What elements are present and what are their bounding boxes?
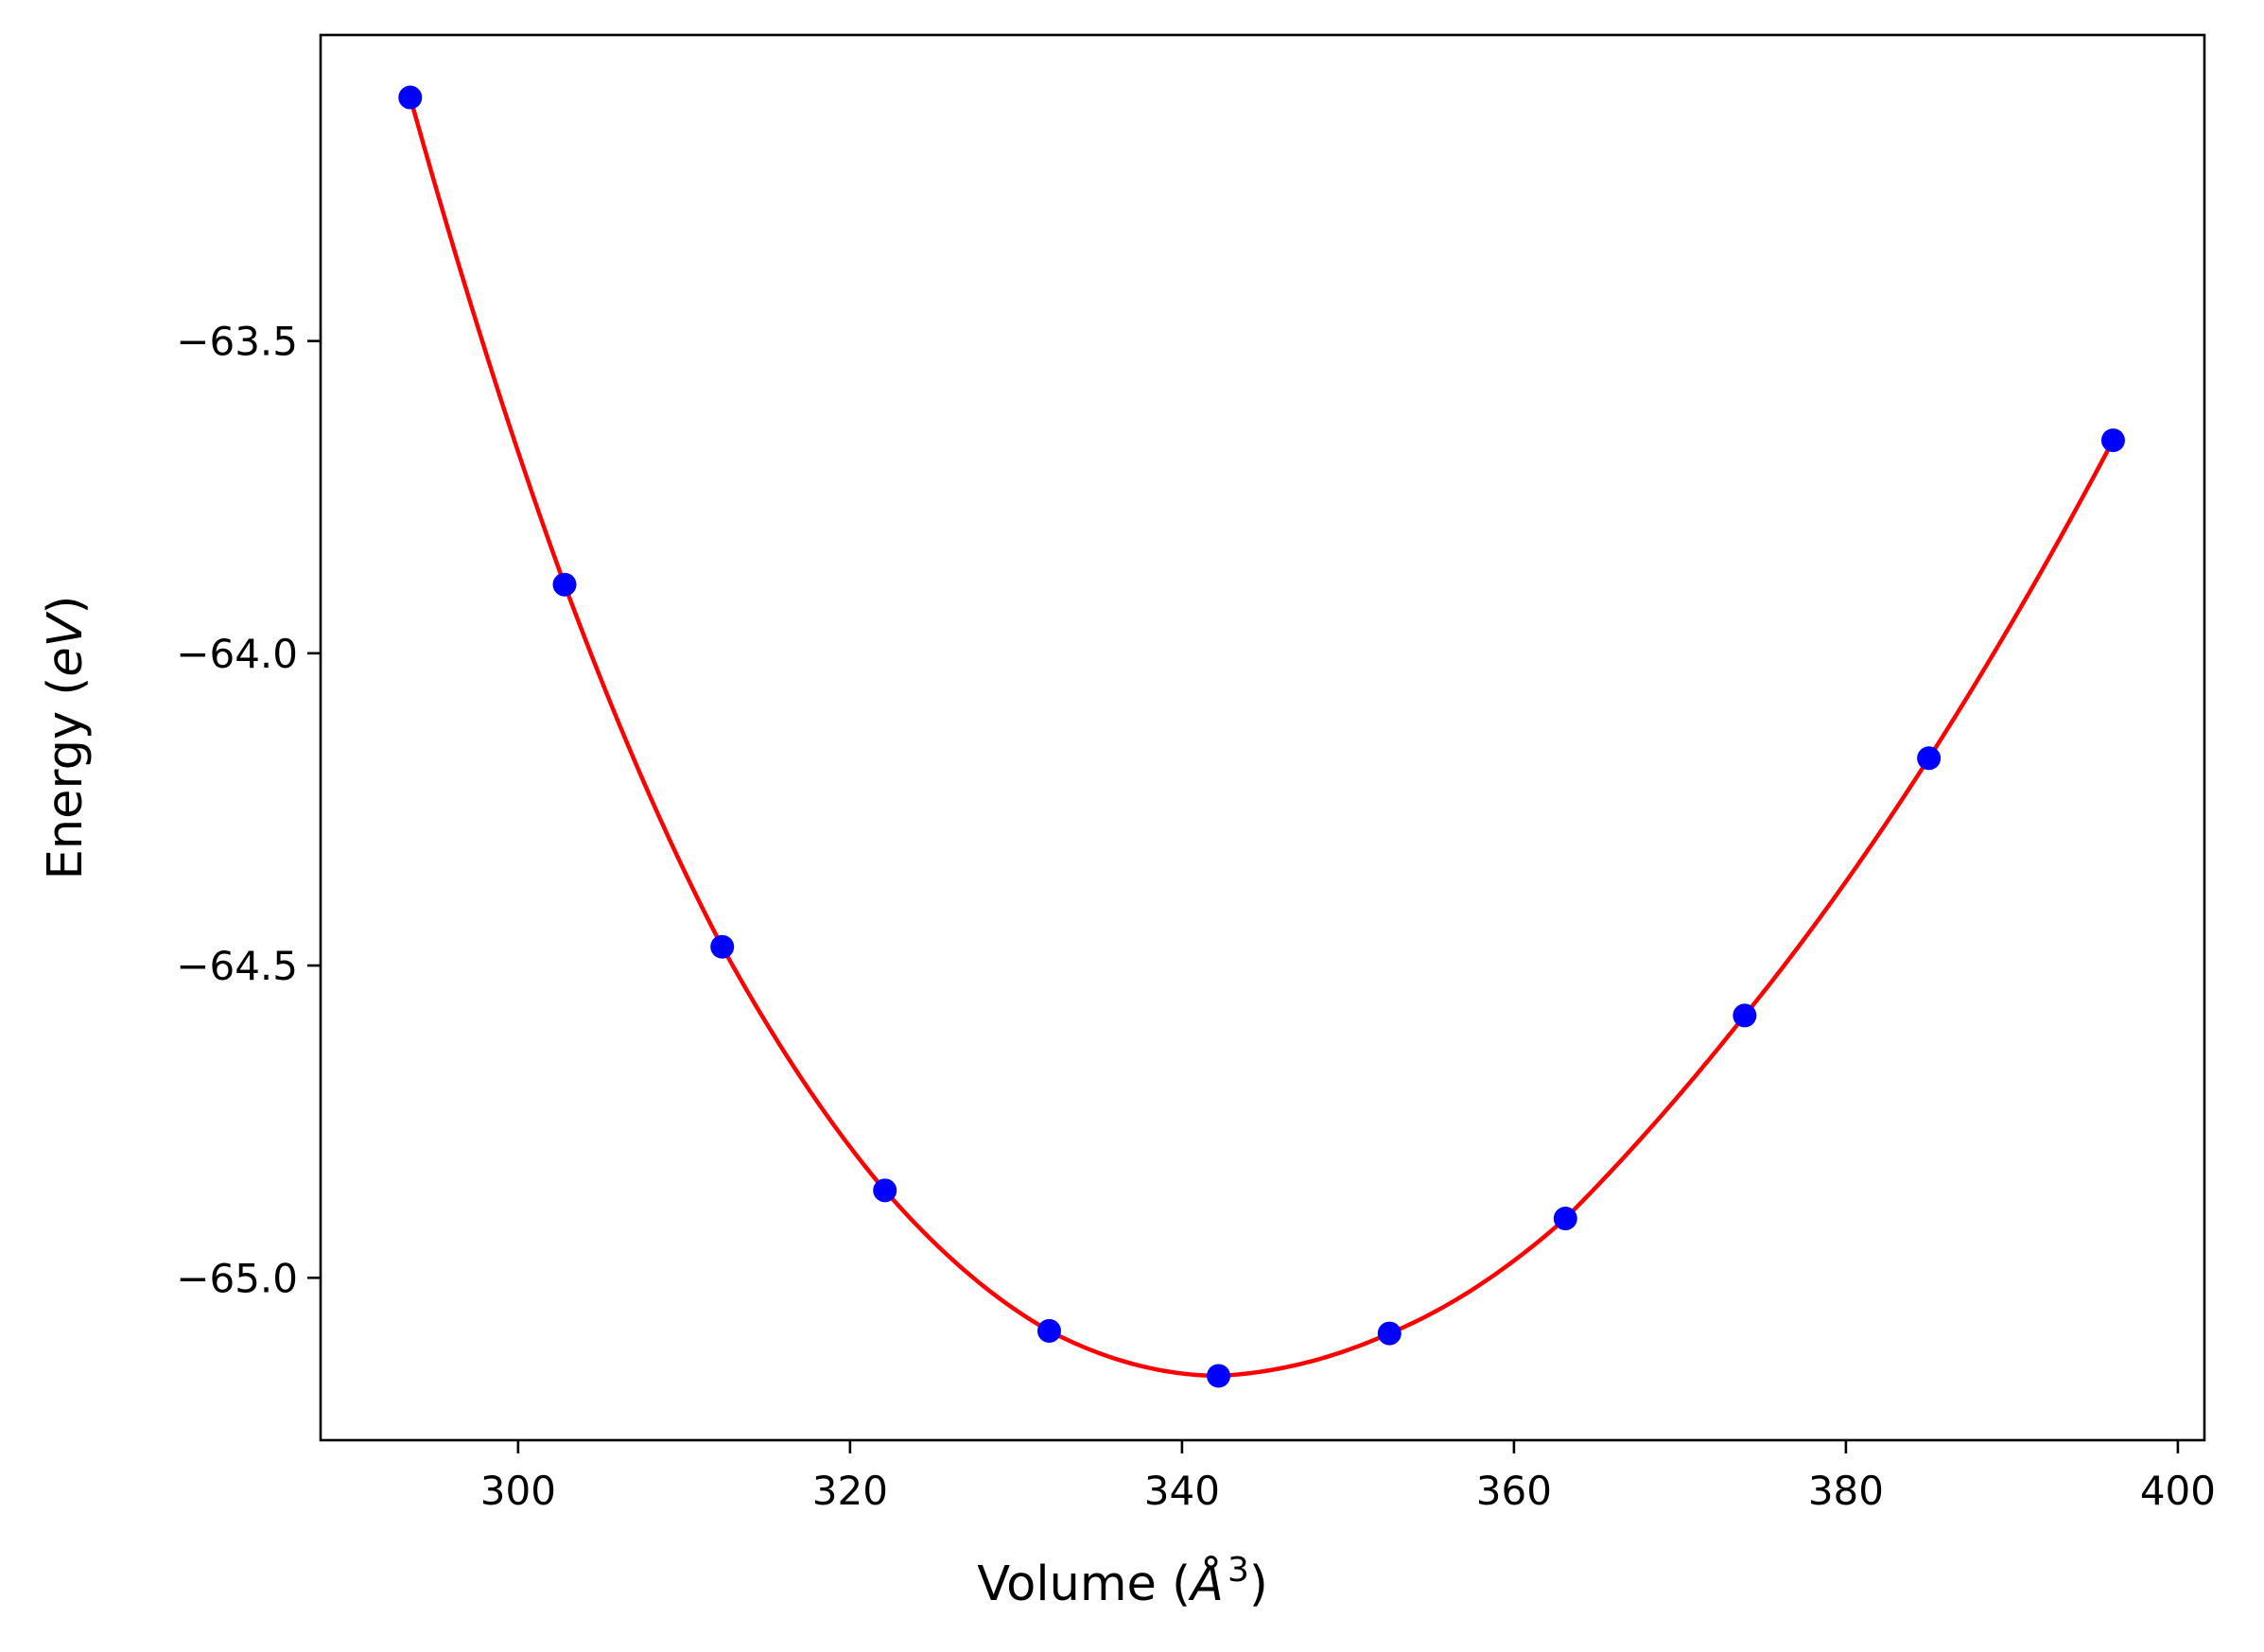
x-tick-label: 320: [812, 1468, 888, 1514]
fit-curve-line: [408, 96, 2116, 1379]
y-axis-label-text: Energy: [38, 711, 94, 880]
x-tick-label: 300: [480, 1468, 556, 1514]
y-tick-label: −64.5: [176, 943, 298, 989]
x-tick-label: 360: [1476, 1468, 1552, 1514]
y-axis-label-unit: eV: [38, 611, 94, 676]
plot-frame: [319, 33, 2206, 1442]
x-tick-label: 400: [2140, 1468, 2216, 1514]
data-point: [1377, 1321, 1402, 1346]
x-tick-label: 380: [1808, 1468, 1884, 1514]
x-axis-label-close: ): [1249, 1556, 1268, 1612]
y-tick-label: −64.0: [176, 631, 298, 677]
data-point: [398, 85, 423, 110]
data-point: [710, 934, 735, 959]
x-axis-label-exponent: 3: [1228, 1551, 1249, 1590]
data-point: [873, 1178, 897, 1203]
x-axis-label-open: (: [1157, 1556, 1191, 1612]
x-axis-label-text: Volume: [977, 1556, 1157, 1612]
y-axis-label: Energy (eV): [38, 596, 94, 880]
data-points: [398, 85, 2125, 1388]
y-axis-ticks: −63.5 −64.0 −64.5 −65.0: [176, 319, 321, 1301]
data-point: [1553, 1207, 1577, 1231]
data-point: [1917, 746, 1942, 771]
data-point: [1036, 1318, 1061, 1343]
y-tick-label: −65.0: [176, 1255, 298, 1301]
data-point: [552, 572, 577, 597]
plot-area: [398, 85, 2125, 1388]
data-point: [2100, 428, 2125, 453]
data-point: [1733, 1003, 1757, 1028]
x-axis-label-unit: Å: [1188, 1554, 1224, 1612]
data-point: [1206, 1364, 1230, 1388]
y-tick-label: −63.5: [176, 319, 298, 365]
x-tick-label: 340: [1144, 1468, 1220, 1514]
y-axis-label-close: ): [38, 596, 94, 615]
x-axis-label: Volume (Å 3): [977, 1551, 1268, 1612]
y-axis-label-open: (: [38, 677, 94, 711]
x-axis-ticks: 300 320 340 360 380 400: [480, 1440, 2216, 1514]
